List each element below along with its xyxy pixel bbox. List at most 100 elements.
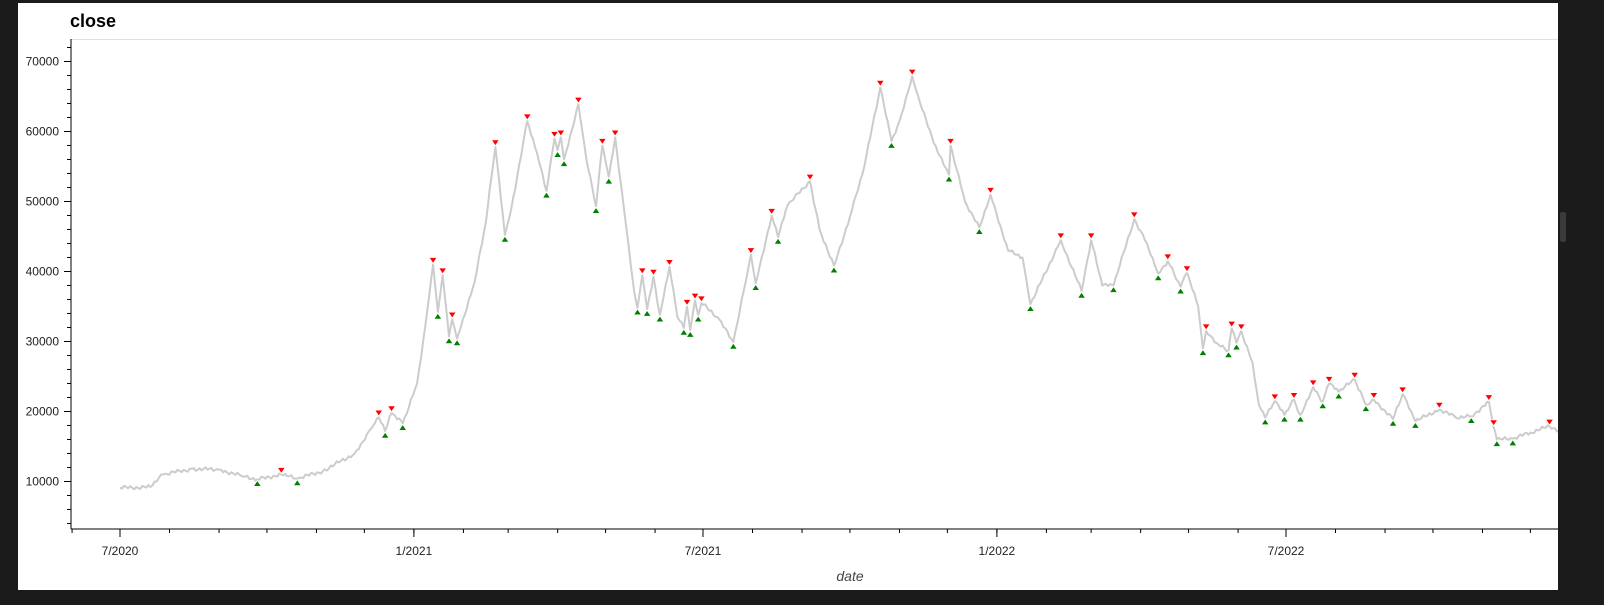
x-axis-label: date xyxy=(836,568,863,584)
peak-marker xyxy=(664,259,675,267)
peak-marker xyxy=(597,138,608,146)
trough-marker xyxy=(685,330,695,338)
trough-marker xyxy=(944,175,954,183)
peak-marker xyxy=(875,80,886,88)
trough-marker xyxy=(292,478,303,487)
trough-marker xyxy=(1317,401,1328,410)
peak-marker xyxy=(556,129,566,137)
peak-marker xyxy=(746,247,756,255)
trough-marker xyxy=(679,328,689,336)
close-line xyxy=(119,75,1558,491)
trough-marker xyxy=(1508,439,1518,447)
trough-marker xyxy=(1361,404,1371,412)
trough-marker xyxy=(1260,418,1270,426)
x-tick-label: 1/2022 xyxy=(979,544,1016,558)
peak-marker xyxy=(690,292,700,300)
peak-marker xyxy=(549,131,560,139)
peak-marker xyxy=(766,208,777,216)
y-tick-label: 20000 xyxy=(26,405,60,419)
title-divider xyxy=(70,39,1558,40)
trough-marker xyxy=(750,283,761,291)
peak-marker xyxy=(1086,232,1096,240)
peak-marker xyxy=(1308,379,1318,387)
y-tick-label: 30000 xyxy=(26,335,60,349)
peak-marker xyxy=(374,409,384,417)
trough-marker xyxy=(632,308,643,316)
trough-marker xyxy=(397,423,408,431)
peak-marker xyxy=(1369,392,1379,400)
peak-marker xyxy=(610,129,620,137)
peak-marker xyxy=(1129,211,1140,219)
x-tick-label: 1/2021 xyxy=(396,544,433,558)
window-edge-handle xyxy=(1560,212,1566,242)
peak-marker xyxy=(276,467,287,475)
trough-marker xyxy=(380,431,390,439)
trough-marker xyxy=(693,315,703,323)
peak-marker xyxy=(1324,376,1334,384)
peak-marker xyxy=(490,139,501,147)
chart-panel: close 10000 20000 30000 40000 50000 60000 7000… xyxy=(18,3,1558,590)
peak-marker xyxy=(1488,419,1499,427)
trough-marker xyxy=(541,191,552,199)
chart-title: close xyxy=(70,11,117,31)
peak-marker xyxy=(805,173,815,181)
peak-marker xyxy=(696,295,707,303)
peak-marker xyxy=(1434,402,1445,410)
peak-marker xyxy=(1163,253,1173,261)
trough-marker xyxy=(773,237,783,245)
peak-marker xyxy=(637,267,648,275)
peak-marker xyxy=(648,269,659,277)
peak-marker xyxy=(522,113,533,121)
trough-marker xyxy=(433,312,443,320)
trough-marker xyxy=(1025,304,1036,312)
x-axis: 7/2020 1/2021 7/2021 1/2022 7/2022 xyxy=(71,528,1558,558)
peak-marker xyxy=(1544,418,1555,426)
trough-marker xyxy=(1076,291,1087,299)
trough-marker xyxy=(1466,416,1477,424)
peak-marker xyxy=(437,267,448,275)
trough-marker xyxy=(1175,287,1186,295)
trough-marker xyxy=(559,159,569,167)
y-tick-label: 50000 xyxy=(26,195,60,209)
trough-marker xyxy=(1333,392,1344,400)
y-tick-label: 70000 xyxy=(26,55,60,69)
line-chart[interactable]: 10000 20000 30000 40000 50000 60000 70000 7/20… xyxy=(18,3,1558,590)
trough-marker xyxy=(1279,415,1290,423)
x-tick-label: 7/2020 xyxy=(102,544,139,558)
trough-marker xyxy=(1231,343,1242,351)
y-tick-label: 40000 xyxy=(26,265,60,279)
trough-marker xyxy=(1223,350,1234,358)
peak-marker xyxy=(573,96,584,104)
peak-trough-markers xyxy=(252,68,1555,487)
x-tick-label: 7/2021 xyxy=(685,544,722,558)
trough-marker xyxy=(1153,273,1163,281)
peak-marker xyxy=(1484,394,1494,402)
peak-marker xyxy=(682,299,692,307)
trough-marker xyxy=(552,150,563,158)
trough-marker xyxy=(1295,415,1306,423)
trough-marker xyxy=(591,206,601,214)
trough-marker xyxy=(1410,421,1421,429)
trough-marker xyxy=(252,479,263,487)
y-axis: 10000 20000 30000 40000 50000 60000 70000 xyxy=(26,39,72,529)
trough-marker xyxy=(642,309,652,317)
peak-marker xyxy=(428,257,438,265)
peak-marker xyxy=(1270,393,1280,401)
trough-marker xyxy=(444,336,454,344)
close-series xyxy=(119,75,1558,491)
peak-marker xyxy=(1056,232,1066,240)
trough-marker xyxy=(1108,285,1119,293)
peak-marker xyxy=(386,405,397,413)
peak-marker xyxy=(907,68,917,76)
x-tick-label: 7/2022 xyxy=(1268,544,1305,558)
trough-marker xyxy=(728,342,739,350)
peak-marker xyxy=(1182,265,1192,273)
peak-marker xyxy=(447,311,457,319)
peak-marker xyxy=(1236,323,1247,331)
peak-marker xyxy=(985,187,996,195)
peak-marker xyxy=(945,138,956,146)
trough-marker xyxy=(452,338,462,347)
peak-marker xyxy=(1289,392,1299,400)
trough-marker xyxy=(886,141,897,149)
y-tick-label: 10000 xyxy=(26,475,60,489)
